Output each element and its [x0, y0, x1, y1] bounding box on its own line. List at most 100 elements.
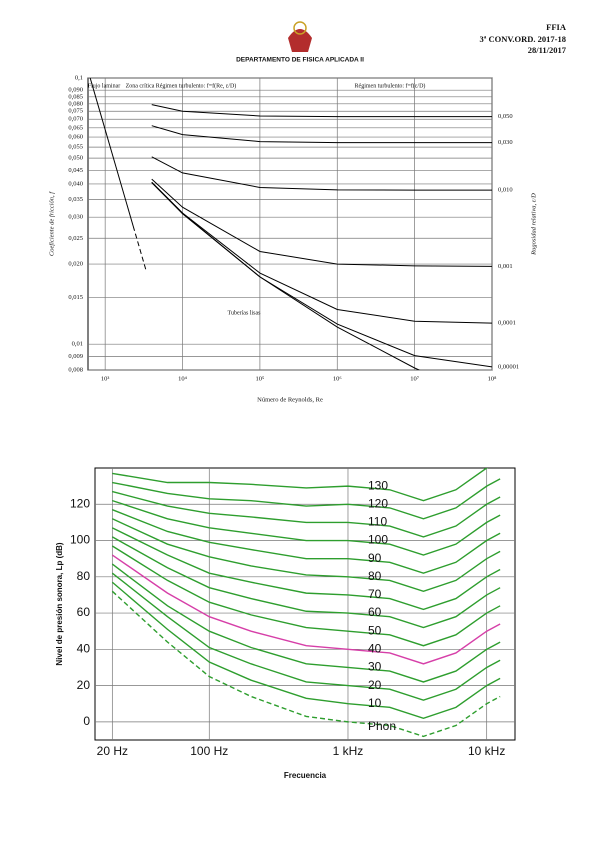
series-line	[151, 182, 492, 368]
annotation: Phon	[368, 719, 396, 733]
y-tick-label: 40	[77, 642, 91, 656]
series-label: 60	[368, 605, 382, 619]
y-tick-label: 0,020	[68, 261, 83, 268]
series-line	[111, 554, 501, 665]
series-label: 0,0001	[498, 320, 516, 327]
series-label: 0,050	[498, 113, 513, 120]
series-line	[112, 490, 501, 538]
y-tick-label: 0,008	[68, 366, 83, 373]
chart: 10³ 10⁴ 10⁵ 10⁶ 10⁷ 10⁸ 0,008 0,009 0,01 0,015 0,0…	[48, 74, 537, 403]
date: 28/11/2017	[528, 45, 567, 55]
logo-ring	[293, 21, 307, 35]
series-label: 120	[368, 496, 388, 510]
y-tick-label: 0,080	[68, 100, 83, 107]
series-label: 40	[368, 642, 382, 656]
y-tick-label: 0,009	[68, 353, 83, 360]
series-line	[151, 104, 492, 118]
y-axis-title: Coeficiente de fricción, f	[48, 191, 55, 256]
y-tick-label: 0,065	[68, 124, 83, 131]
series-line	[112, 518, 501, 593]
series-line	[111, 545, 501, 647]
y-tick-label: 0,050	[68, 155, 83, 162]
series-line	[111, 572, 501, 701]
series-line	[151, 182, 421, 370]
series-label: 10	[368, 696, 382, 710]
y-tick-label: 0,035	[68, 196, 83, 203]
y-tick-label: 80	[77, 569, 91, 583]
series-label: 80	[368, 569, 382, 583]
y-tick-label: 0,01	[72, 341, 83, 348]
plot-frame	[94, 467, 516, 741]
exam: 3ª CONV.ORD. 2017-18	[480, 34, 566, 44]
x-tick-label: 10³	[101, 375, 110, 382]
series-line	[111, 563, 501, 683]
series-label: 0,001	[498, 263, 513, 270]
y-tick-label: 0,070	[68, 116, 83, 123]
y-tick-label: 20	[77, 678, 91, 692]
x-tick-label: 10⁴	[178, 375, 188, 382]
annotation: Zona crítica	[126, 83, 155, 89]
course: FFIA	[546, 22, 567, 32]
y-tick-label: 0,025	[68, 235, 83, 242]
series-line	[89, 78, 134, 227]
y-tick-label: 60	[77, 605, 91, 619]
series-label: 0,00001	[498, 363, 519, 370]
y-tick-label: 0,030	[68, 214, 83, 221]
annotation: Flujo laminar	[88, 83, 121, 89]
series-line	[111, 581, 501, 719]
series-label: 130	[368, 478, 388, 492]
annotation: Tuberías lisas	[228, 310, 262, 316]
series-label: 20	[368, 678, 382, 692]
plot-frame	[87, 77, 493, 371]
x-tick-label: 20 Hz	[97, 744, 128, 758]
series-label: 90	[368, 551, 382, 565]
x-tick-label: 1 kHz	[333, 744, 364, 758]
x-tick-label: 10⁷	[410, 375, 419, 382]
series-label: 70	[368, 587, 382, 601]
y-tick-label: 0,040	[68, 180, 83, 187]
x-axis-title: Frecuencia	[284, 771, 327, 780]
series-line	[151, 178, 492, 267]
y-tick-label: 0,085	[68, 93, 83, 100]
annotation: Régimen turbulento: f=f(Re, ε/D)	[156, 82, 237, 89]
logo-shield	[288, 29, 312, 52]
logo	[288, 21, 312, 52]
y-tick-label: 100	[70, 533, 90, 547]
series-line	[112, 509, 501, 574]
series-label: 50	[368, 623, 382, 637]
y-tick-label: 120	[70, 496, 90, 510]
y-tick-label: 0	[83, 714, 90, 728]
series-line	[112, 468, 489, 502]
y-tick-label: 0,045	[68, 167, 83, 174]
y-tick-label: 0,1	[75, 74, 83, 81]
y-axis-title: Nivel de presión sonora, Lp (dB)	[55, 542, 64, 665]
y-tick-label: 0,055	[68, 144, 83, 151]
series-line	[112, 478, 501, 520]
series-label: 0,030	[498, 139, 513, 146]
department: DEPARTAMENTO DE FISICA APLICADA II	[236, 57, 364, 64]
x-tick-label: 10⁵	[256, 375, 265, 382]
series-label: 30	[368, 660, 382, 674]
series-line	[111, 536, 501, 629]
series-line	[112, 499, 501, 556]
y-tick-label: 0,015	[68, 294, 83, 301]
y-tick-label: 0,060	[68, 134, 83, 141]
series-line	[132, 225, 147, 272]
x-tick-label: 10 kHz	[468, 744, 505, 758]
series-line	[151, 125, 492, 144]
x-tick-label: 100 Hz	[190, 744, 228, 758]
series-line	[112, 527, 501, 611]
series-label: 100	[368, 533, 388, 547]
y-tick-label: 0,090	[68, 87, 83, 94]
series-label: 110	[368, 515, 387, 529]
chart: 20 Hz 100 Hz 1 kHz 10 kHz 0 20 40 60 80 100 120 10 2…	[55, 467, 516, 780]
x-tick-label: 10⁸	[488, 375, 498, 382]
series-line	[151, 156, 492, 191]
annotation: Régimen turbulento: f=f(ε/D)	[355, 82, 426, 89]
series-line	[111, 590, 501, 738]
series-label: 0,010	[498, 187, 513, 194]
x-tick-label: 10⁶	[333, 375, 342, 382]
y-tick-label: 0,075	[68, 108, 83, 115]
x-axis-title: Número de Reynolds, Re	[257, 396, 323, 403]
